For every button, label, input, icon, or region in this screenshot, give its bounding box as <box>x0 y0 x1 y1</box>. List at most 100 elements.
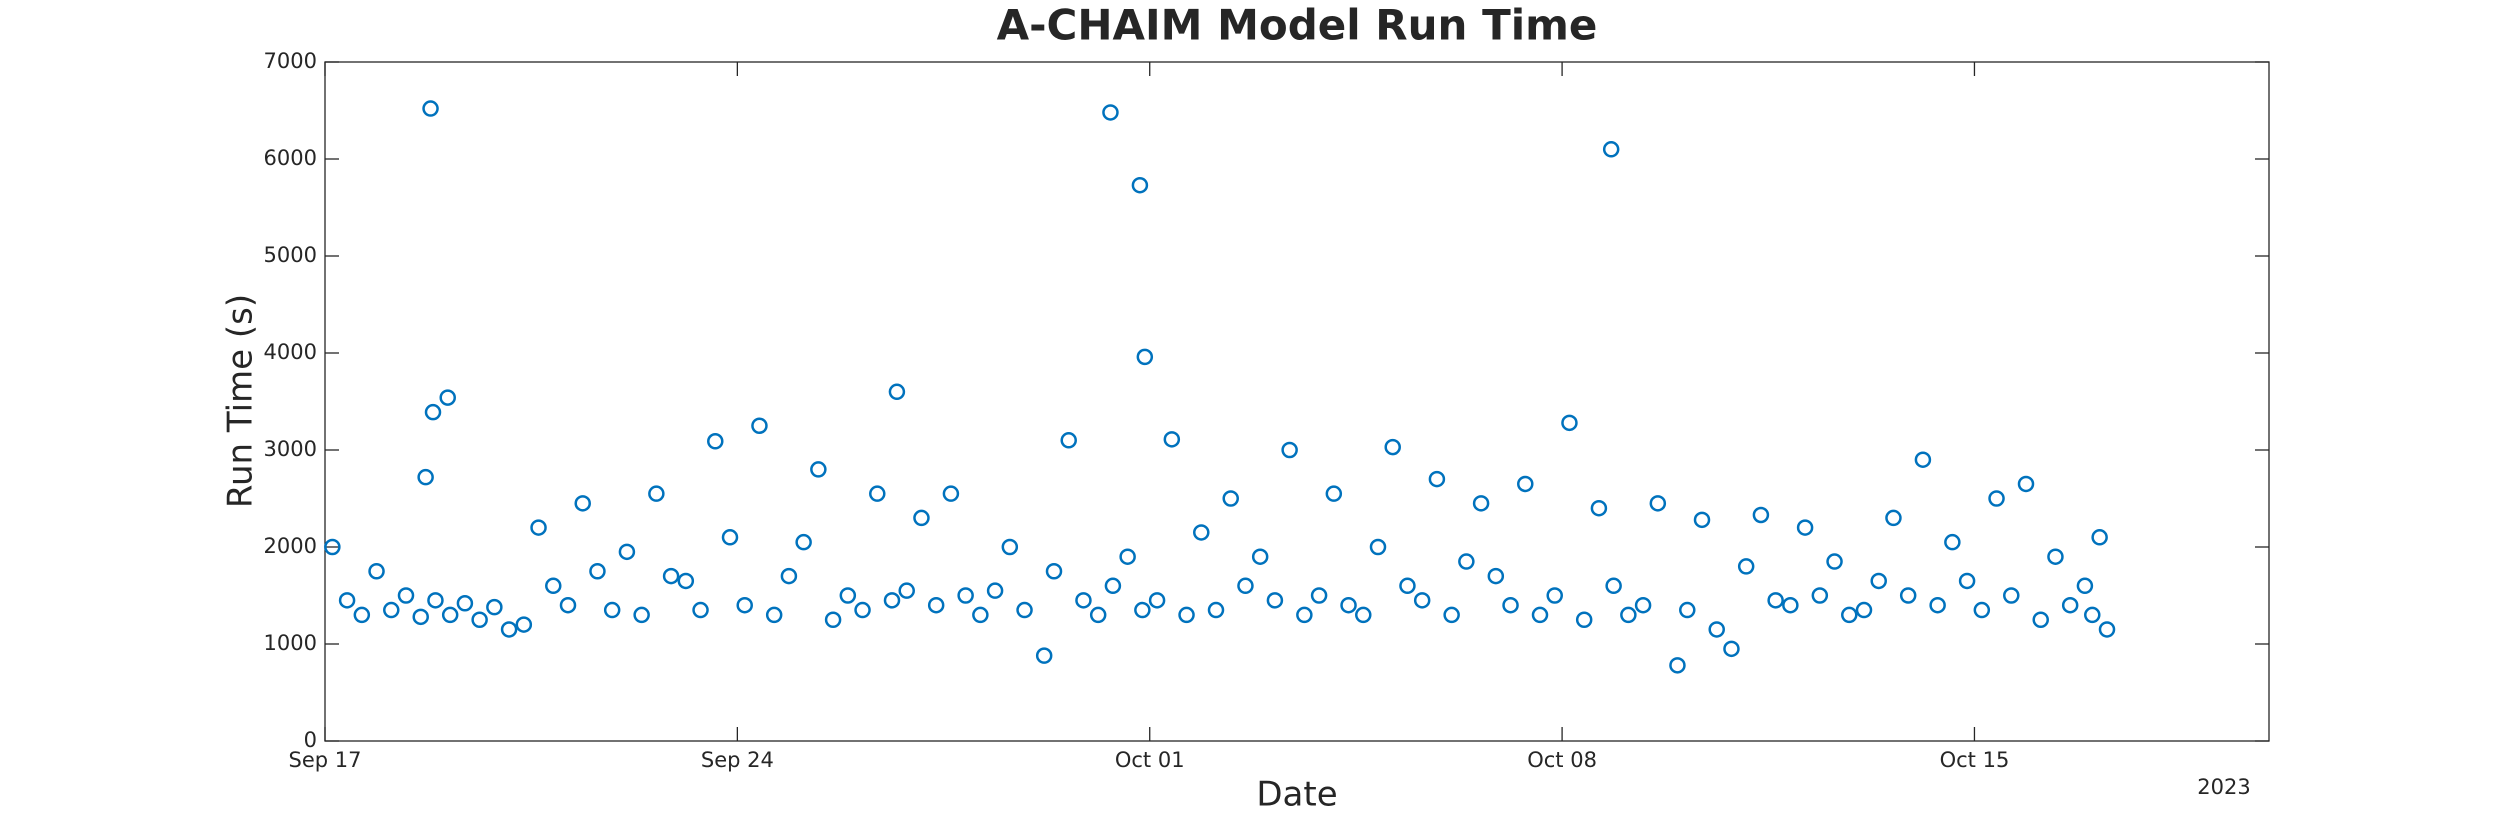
data-point <box>2061 596 2079 614</box>
data-point <box>1443 606 1460 624</box>
data-point <box>456 595 474 612</box>
data-point <box>1841 606 1858 624</box>
data-point <box>1796 519 1814 536</box>
y-tick-label: 1000 <box>264 631 317 655</box>
data-point <box>972 606 989 624</box>
data-point <box>1266 592 1284 609</box>
data-point <box>1060 432 1077 449</box>
data-point <box>603 601 621 619</box>
data-point <box>1723 640 1740 658</box>
data-point <box>1602 141 1620 158</box>
data-point <box>1531 606 1549 624</box>
data-point <box>888 383 906 401</box>
y-tick-label: 2000 <box>264 534 317 558</box>
data-point <box>397 587 415 604</box>
data-point <box>368 563 385 580</box>
data-point <box>942 485 960 502</box>
data-point <box>618 543 636 561</box>
data-point <box>422 100 439 117</box>
data-point <box>824 611 842 628</box>
data-point <box>2091 529 2108 546</box>
data-point <box>1826 553 1843 570</box>
data-point <box>1561 414 1578 432</box>
data-point <box>1193 524 1210 541</box>
data-point <box>530 519 547 536</box>
data-point <box>427 592 444 609</box>
plot-frame <box>324 61 2270 742</box>
data-point <box>1310 587 1328 604</box>
data-point <box>353 606 371 624</box>
data-point <box>721 529 739 546</box>
data-point <box>707 433 724 450</box>
data-point <box>927 596 945 614</box>
data-point <box>662 567 680 585</box>
x-axis-label: Date <box>1256 775 1337 815</box>
data-point <box>1399 577 1416 595</box>
data-point <box>412 608 429 626</box>
data-point <box>986 582 1004 599</box>
x-tick-label: Oct 08 <box>1527 748 1597 772</box>
data-point <box>589 563 606 580</box>
data-point <box>1325 485 1343 502</box>
data-point <box>1502 596 1519 614</box>
data-point <box>2032 611 2049 628</box>
data-point <box>1458 553 1475 570</box>
data-point <box>1605 577 1622 595</box>
data-point <box>1384 438 1401 456</box>
y-tick-label: 7000 <box>264 49 317 73</box>
chart-title: A-CHAIM Model Run Time <box>997 1 1598 50</box>
data-point <box>324 538 341 556</box>
data-point <box>810 461 827 478</box>
data-point <box>1207 601 1225 619</box>
data-point <box>898 582 915 599</box>
data-point <box>692 601 709 619</box>
data-point <box>913 509 930 527</box>
data-point <box>957 587 974 604</box>
data-point <box>1944 533 1961 551</box>
data-point <box>1355 606 1372 624</box>
y-tick-label: 5000 <box>264 243 317 267</box>
data-point <box>1102 104 1119 121</box>
data-point <box>1546 587 1563 604</box>
data-point <box>1973 601 1991 619</box>
data-point <box>1148 592 1166 609</box>
data-point <box>1045 563 1063 580</box>
data-point <box>1649 495 1667 512</box>
data-point <box>1131 176 1149 194</box>
data-point <box>338 592 356 609</box>
data-point <box>1767 592 1784 609</box>
data-point <box>1958 572 1976 590</box>
data-point <box>1590 499 1608 517</box>
data-point <box>1136 348 1154 366</box>
data-point <box>1487 567 1505 585</box>
data-point <box>1855 601 1873 619</box>
data-point <box>1679 601 1696 619</box>
x-tick-label: Sep 17 <box>289 748 362 772</box>
data-point <box>1472 495 1490 512</box>
data-point <box>1885 509 1902 527</box>
data-point <box>1104 577 1122 595</box>
data-point <box>1575 611 1593 628</box>
data-point <box>1782 596 1799 614</box>
data-point <box>574 495 591 512</box>
data-point <box>515 616 533 633</box>
data-point <box>1369 538 1387 556</box>
data-point <box>1620 606 1637 624</box>
data-point <box>751 417 768 434</box>
y-tick-label: 3000 <box>264 437 317 461</box>
data-point <box>1016 601 1033 619</box>
data-point <box>1811 587 1829 604</box>
data-point <box>441 606 459 624</box>
data-point <box>2003 587 2020 604</box>
data-point <box>869 485 886 502</box>
data-point <box>1428 470 1446 488</box>
data-point <box>486 598 503 616</box>
data-point <box>1413 592 1431 609</box>
y-tick-label: 6000 <box>264 146 317 170</box>
data-point <box>1737 558 1755 575</box>
data-point <box>1001 538 1019 556</box>
data-point <box>1163 431 1181 448</box>
data-point <box>1693 511 1711 529</box>
